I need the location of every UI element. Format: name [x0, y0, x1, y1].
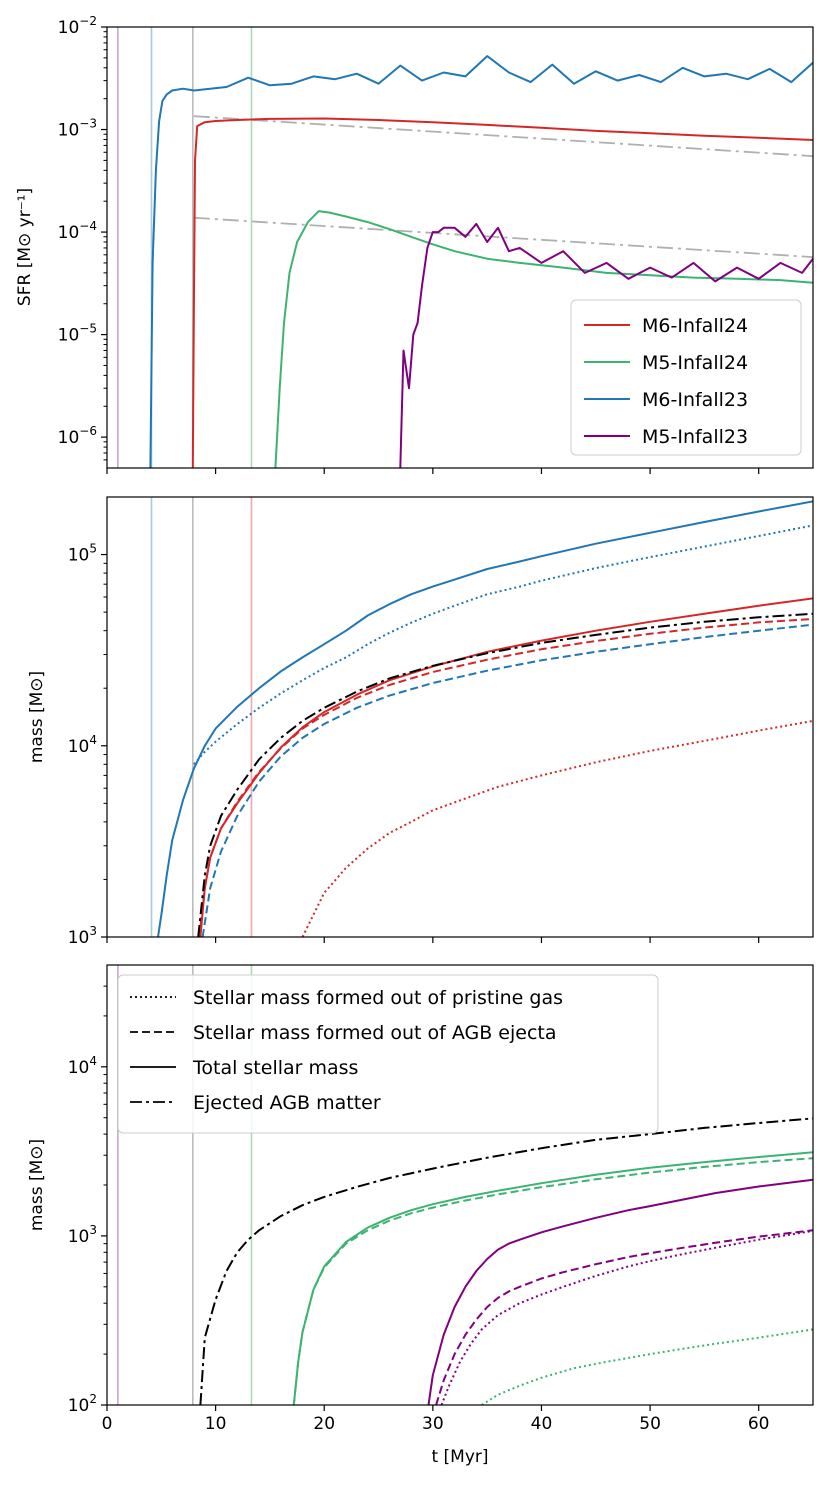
sfr-legend: M6-Infall24 M5-Infall24 M6-Infall23 M5-Infa…	[570, 299, 802, 456]
y-tick-label: 104	[68, 1054, 97, 1078]
x-tick-label: 40	[531, 1414, 553, 1434]
series-m6-infall24	[191, 117, 813, 468]
series-m6-infall24-agb	[198, 618, 813, 937]
legend-style-label: Stellar mass formed out of pristine gas	[193, 987, 563, 1009]
series-m6-infall23-pristine	[193, 524, 813, 765]
y-tick-label: 103	[68, 1223, 97, 1247]
series-m6-infall24-pristine	[301, 719, 813, 937]
legend-style-label: Total stellar mass	[192, 1057, 358, 1079]
y-tick-label: 10−2	[58, 14, 97, 38]
x-tick-label: 50	[639, 1414, 661, 1434]
x-tick-label: 60	[748, 1414, 770, 1434]
legend-entry-label: M6-Infall24	[642, 315, 748, 337]
series-m6-infall23-total	[157, 500, 813, 937]
y-tick-label: 10−6	[58, 424, 97, 448]
mass-m5-y-axis-label: mass [M⊙]	[27, 1139, 47, 1231]
line-style-legend: Stellar mass formed out of pristine gas S…	[117, 974, 659, 1134]
y-tick-label: 10−3	[58, 117, 97, 141]
low-mass-fit-line	[193, 216, 813, 258]
legend-style-label: Ejected AGB matter	[193, 1092, 381, 1114]
series-m5-infall24-agb	[292, 1157, 813, 1405]
y-tick-label: 104	[68, 733, 97, 757]
y-tick-label: 10−5	[58, 322, 97, 346]
series-m6-infall24-agb-ejected	[197, 612, 813, 937]
high-mass-fit-line	[193, 115, 813, 158]
y-tick-label: 103	[68, 924, 97, 948]
x-axis-label: t [Myr]	[431, 1447, 488, 1467]
mass-m6-plot-frame	[106, 496, 814, 938]
legend-entry-label: M6-Infall23	[642, 389, 748, 411]
series-ejected-agb-matter	[199, 1117, 813, 1405]
series-m5-infall23-total	[427, 1178, 813, 1405]
y-tick-label: 102	[68, 1392, 97, 1416]
series-m5-infall23-agb	[435, 1229, 813, 1405]
mass-panel-m5: 102 103 104 0 10 20 30 40 50 60 mass [M⊙] t [Myr…	[27, 964, 814, 1467]
y-tick-label: 105	[68, 542, 97, 566]
mass-panel-m6: 103 104 105 mass [M⊙]	[27, 496, 814, 948]
sfr-y-axis-label: SFR [M⊙ yr⁻¹]	[15, 188, 35, 306]
series-m6-infall23-agb	[201, 623, 813, 937]
series-m5-infall24	[274, 210, 813, 468]
legend-entry-label: M5-Infall24	[642, 352, 748, 374]
legend-entry-label: M5-Infall23	[642, 426, 748, 448]
sfr-panel: 10−6 10−5 10−4 10−3 10−2 SFR [M⊙ yr⁻¹] M6-In…	[15, 14, 814, 474]
y-tick-label: 10−4	[58, 219, 97, 243]
x-tick-label: 10	[205, 1414, 227, 1434]
x-tick-label: 0	[102, 1414, 113, 1434]
series-m6-infall23	[149, 55, 813, 468]
x-tick-label: 30	[422, 1414, 444, 1434]
x-tick-label: 20	[313, 1414, 335, 1434]
mass-m6-y-axis-label: mass [M⊙]	[27, 671, 47, 763]
legend-style-label: Stellar mass formed out of AGB ejecta	[193, 1022, 557, 1044]
series-m5-infall23	[399, 222, 813, 468]
